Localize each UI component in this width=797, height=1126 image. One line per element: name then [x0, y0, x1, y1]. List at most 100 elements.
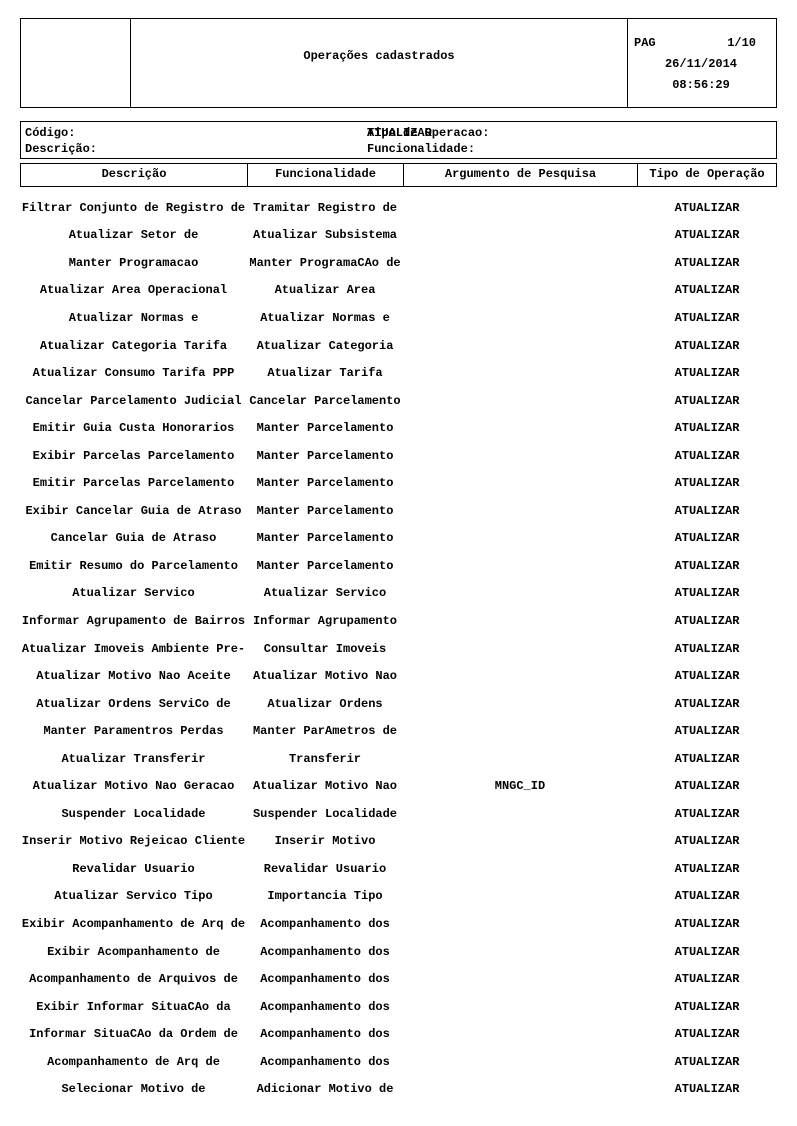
- table-row: Cancelar Parcelamento Judicial Cancelar …: [20, 387, 777, 415]
- page-title: Operações cadastrados: [303, 49, 455, 63]
- cell-funcionalidade: Manter Parcelamento: [256, 476, 394, 491]
- cell-funcionalidade: Atualizar Servico: [263, 586, 387, 601]
- table-row: Inserir Motivo Rejeicao Cliente Inserir …: [20, 828, 777, 856]
- cell-funcionalidade: Atualizar Area: [274, 283, 376, 298]
- table-row: Atualizar Categoria Tarifa Atualizar Cat…: [20, 332, 777, 360]
- cell-descricao: Acompanhamento de Arquivos de: [29, 972, 238, 987]
- cell-tipo-operacao: ATUALIZAR: [674, 283, 740, 298]
- cell-tipo-operacao: ATUALIZAR: [674, 834, 740, 849]
- table-row: Emitir Guia Custa Honorarios Manter Parc…: [20, 414, 777, 442]
- cell-descricao: Emitir Resumo do Parcelamento: [29, 558, 238, 573]
- cell-funcionalidade: Acompanhamento dos: [260, 1054, 390, 1069]
- cell-funcionalidade: Acompanhamento dos: [260, 1027, 390, 1042]
- table-row: Atualizar Servico Tipo Importancia Tipo …: [20, 883, 777, 911]
- cell-descricao: Suspender Localidade: [61, 806, 206, 821]
- cell-descricao: Cancelar Guia de Atraso: [50, 531, 217, 546]
- page-info-line: PAG 1/10: [634, 33, 768, 54]
- cell-tipo-operacao: ATUALIZAR: [674, 1027, 740, 1042]
- table-row: Filtrar Conjunto de Registro de Tramitar…: [20, 194, 777, 222]
- cell-funcionalidade: Acompanhamento dos: [260, 972, 390, 987]
- cell-descricao: Atualizar Transferir: [61, 751, 206, 766]
- title-cell: Operações cadastrados: [131, 19, 627, 107]
- cell-tipo-operacao: ATUALIZAR: [674, 476, 740, 491]
- table-row: Manter Paramentros Perdas Manter ParAmet…: [20, 717, 777, 745]
- cell-funcionalidade: Inserir Motivo: [274, 834, 376, 849]
- cell-descricao: Informar Agrupamento de Bairros: [21, 613, 246, 628]
- cell-funcionalidade: Manter Parcelamento: [256, 503, 394, 518]
- cell-descricao: Atualizar Servico: [72, 586, 195, 601]
- cell-funcionalidade: Atualizar Tarifa: [267, 366, 383, 381]
- cell-tipo-operacao: ATUALIZAR: [674, 338, 740, 353]
- table-body: Filtrar Conjunto de Registro de Tramitar…: [20, 194, 777, 1103]
- cell-funcionalidade: Transferir: [288, 751, 361, 766]
- cell-funcionalidade: Atualizar Motivo Nao: [252, 669, 398, 684]
- cell-funcionalidade: Manter Parcelamento: [256, 558, 394, 573]
- cell-descricao: Atualizar Normas e: [68, 310, 199, 325]
- table-row: Atualizar Servico Atualizar Servico ATUA…: [20, 580, 777, 608]
- cell-tipo-operacao: ATUALIZAR: [674, 613, 740, 628]
- cell-tipo-operacao: ATUALIZAR: [674, 861, 740, 876]
- cell-tipo-operacao: ATUALIZAR: [674, 531, 740, 546]
- table-row: Revalidar Usuario Revalidar Usuario ATUA…: [20, 855, 777, 883]
- cell-funcionalidade: Revalidar Usuario: [263, 861, 387, 876]
- cell-descricao: Filtrar Conjunto de Registro de: [21, 200, 246, 215]
- cell-funcionalidade: Informar Agrupamento: [252, 613, 398, 628]
- cell-funcionalidade: Manter ParAmetros de: [252, 724, 398, 739]
- cell-descricao: Selecionar Motivo de: [61, 1082, 206, 1097]
- cell-funcionalidade: Atualizar Subsistema: [252, 228, 398, 243]
- cell-descricao: Atualizar Ordens ServiCo de: [36, 696, 231, 711]
- cell-tipo-operacao: ATUALIZAR: [674, 558, 740, 573]
- report-date: 26/11/2014: [664, 57, 737, 71]
- cell-funcionalidade: Atualizar Normas e: [260, 310, 390, 325]
- table-header: Descrição Funcionalidade Argumento de Pe…: [20, 163, 777, 187]
- table-row: Acompanhamento de Arq de Acompanhamento …: [20, 1048, 777, 1076]
- table-row: Atualizar Area Operacional Atualizar Are…: [20, 277, 777, 305]
- table-row: Atualizar Normas e Atualizar Normas e AT…: [20, 304, 777, 332]
- cell-tipo-operacao: ATUALIZAR: [674, 889, 740, 904]
- cell-funcionalidade: Tramitar Registro de: [252, 200, 398, 215]
- table-row: Selecionar Motivo de Adicionar Motivo de…: [20, 1076, 777, 1104]
- cell-tipo-operacao: ATUALIZAR: [674, 669, 740, 684]
- cell-descricao: Inserir Motivo Rejeicao Cliente: [21, 834, 246, 849]
- cell-descricao: Informar SituaCAo da Ordem de: [29, 1027, 238, 1042]
- cell-tipo-operacao: ATUALIZAR: [674, 1054, 740, 1069]
- cell-funcionalidade: Manter Parcelamento: [256, 448, 394, 463]
- cell-descricao: Exibir Acompanhamento de: [47, 944, 220, 959]
- cell-funcionalidade: Acompanhamento dos: [260, 916, 390, 931]
- column-header-funcionalidade: Funcionalidade: [248, 164, 404, 186]
- cell-funcionalidade: Consultar Imoveis: [263, 641, 387, 656]
- cell-tipo-operacao: ATUALIZAR: [674, 751, 740, 766]
- table-row: Exibir Parcelas Parcelamento Manter Parc…: [20, 442, 777, 470]
- cell-tipo-operacao: ATUALIZAR: [674, 421, 740, 436]
- cell-argumento: MNGC_ID: [494, 779, 546, 794]
- cell-descricao: Atualizar Imoveis Ambiente Pre-: [21, 641, 246, 656]
- cell-tipo-operacao: ATUALIZAR: [674, 228, 740, 243]
- column-header-descricao: Descrição: [21, 164, 248, 186]
- cell-tipo-operacao: ATUALIZAR: [674, 200, 740, 215]
- cell-descricao: Emitir Guia Custa Honorarios: [32, 421, 235, 436]
- table-row: Emitir Parcelas Parcelamento Manter Parc…: [20, 469, 777, 497]
- table-row: Cancelar Guia de Atraso Manter Parcelame…: [20, 525, 777, 553]
- cell-descricao: Atualizar Categoria Tarifa: [39, 338, 228, 353]
- filter-tipo-operacao-label: Tipo de Operacao:: [367, 126, 490, 140]
- cell-tipo-operacao: ATUALIZAR: [674, 806, 740, 821]
- cell-tipo-operacao: ATUALIZAR: [674, 916, 740, 931]
- page-number: 1/10: [727, 36, 756, 50]
- cell-descricao: Exibir Cancelar Guia de Atraso: [25, 503, 242, 518]
- table-row: Atualizar Motivo Nao Aceite Atualizar Mo…: [20, 662, 777, 690]
- cell-descricao: Cancelar Parcelamento Judicial: [25, 393, 242, 408]
- table-row: Emitir Resumo do Parcelamento Manter Par…: [20, 552, 777, 580]
- cell-funcionalidade: Manter Parcelamento: [256, 421, 394, 436]
- cell-funcionalidade: Manter ProgramaCAo de: [249, 255, 401, 270]
- cell-tipo-operacao: ATUALIZAR: [674, 696, 740, 711]
- cell-descricao: Acompanhamento de Arq de: [47, 1054, 220, 1069]
- table-row: Exibir Informar SituaCAo da Acompanhamen…: [20, 993, 777, 1021]
- table-row: Atualizar Motivo Nao Geracao Atualizar M…: [20, 772, 777, 800]
- cell-descricao: Atualizar Motivo Nao Geracao: [32, 779, 235, 794]
- table-row: Exibir Acompanhamento de Acompanhamento …: [20, 938, 777, 966]
- cell-descricao: Emitir Parcelas Parcelamento: [32, 476, 235, 491]
- pag-label: PAG: [634, 36, 656, 50]
- filter-funcionalidade-label: Funcionalidade:: [367, 142, 476, 156]
- cell-tipo-operacao: ATUALIZAR: [674, 586, 740, 601]
- cell-funcionalidade: Adicionar Motivo de: [256, 1082, 394, 1097]
